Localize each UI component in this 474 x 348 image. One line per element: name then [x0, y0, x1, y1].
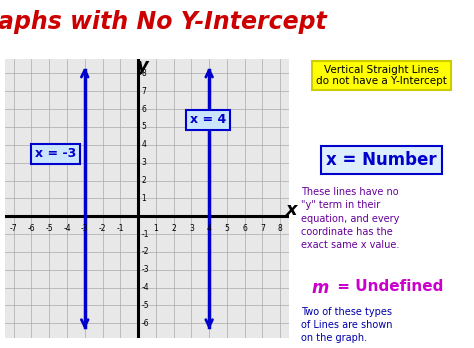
- Text: x = 4: x = 4: [190, 113, 226, 126]
- Text: m: m: [311, 279, 329, 297]
- Text: 6: 6: [141, 105, 146, 114]
- Text: x = -3: x = -3: [35, 147, 76, 160]
- Text: 4: 4: [207, 224, 211, 233]
- Text: -3: -3: [141, 265, 149, 274]
- Text: 3: 3: [141, 158, 146, 167]
- Text: 1: 1: [141, 194, 146, 203]
- Text: 7: 7: [260, 224, 265, 233]
- Text: -2: -2: [141, 247, 149, 256]
- Text: 5: 5: [225, 224, 229, 233]
- Text: -1: -1: [117, 224, 124, 233]
- Text: -4: -4: [63, 224, 71, 233]
- Text: y: y: [137, 57, 148, 75]
- Text: -4: -4: [141, 283, 149, 292]
- Text: -6: -6: [27, 224, 35, 233]
- Text: These lines have no
"y" term in their
equation, and every
coordinate has the
exa: These lines have no "y" term in their eq…: [301, 187, 399, 250]
- Text: -5: -5: [46, 224, 53, 233]
- Text: 7: 7: [141, 87, 146, 96]
- Text: -2: -2: [99, 224, 106, 233]
- Text: x = Number: x = Number: [326, 151, 437, 169]
- Text: 5: 5: [141, 122, 146, 132]
- Text: = Undefined: = Undefined: [332, 279, 444, 294]
- Text: 2: 2: [171, 224, 176, 233]
- Text: -7: -7: [10, 224, 18, 233]
- Text: -3: -3: [81, 224, 89, 233]
- Text: Graphs with No Y-Intercept: Graphs with No Y-Intercept: [0, 10, 327, 34]
- Text: 2: 2: [141, 176, 146, 185]
- Text: 3: 3: [189, 224, 194, 233]
- Text: Vertical Straight Lines
do not have a Y-Intercept: Vertical Straight Lines do not have a Y-…: [316, 65, 447, 86]
- Text: Two of these types
of Lines are shown
on the graph.: Two of these types of Lines are shown on…: [301, 307, 392, 343]
- Text: 6: 6: [242, 224, 247, 233]
- Text: -6: -6: [141, 319, 149, 328]
- Text: 8: 8: [278, 224, 283, 233]
- Text: 4: 4: [141, 140, 146, 149]
- Text: x: x: [285, 201, 297, 219]
- Text: 8: 8: [141, 69, 146, 78]
- Text: 1: 1: [154, 224, 158, 233]
- Text: -5: -5: [141, 301, 149, 310]
- Text: -1: -1: [141, 230, 149, 238]
